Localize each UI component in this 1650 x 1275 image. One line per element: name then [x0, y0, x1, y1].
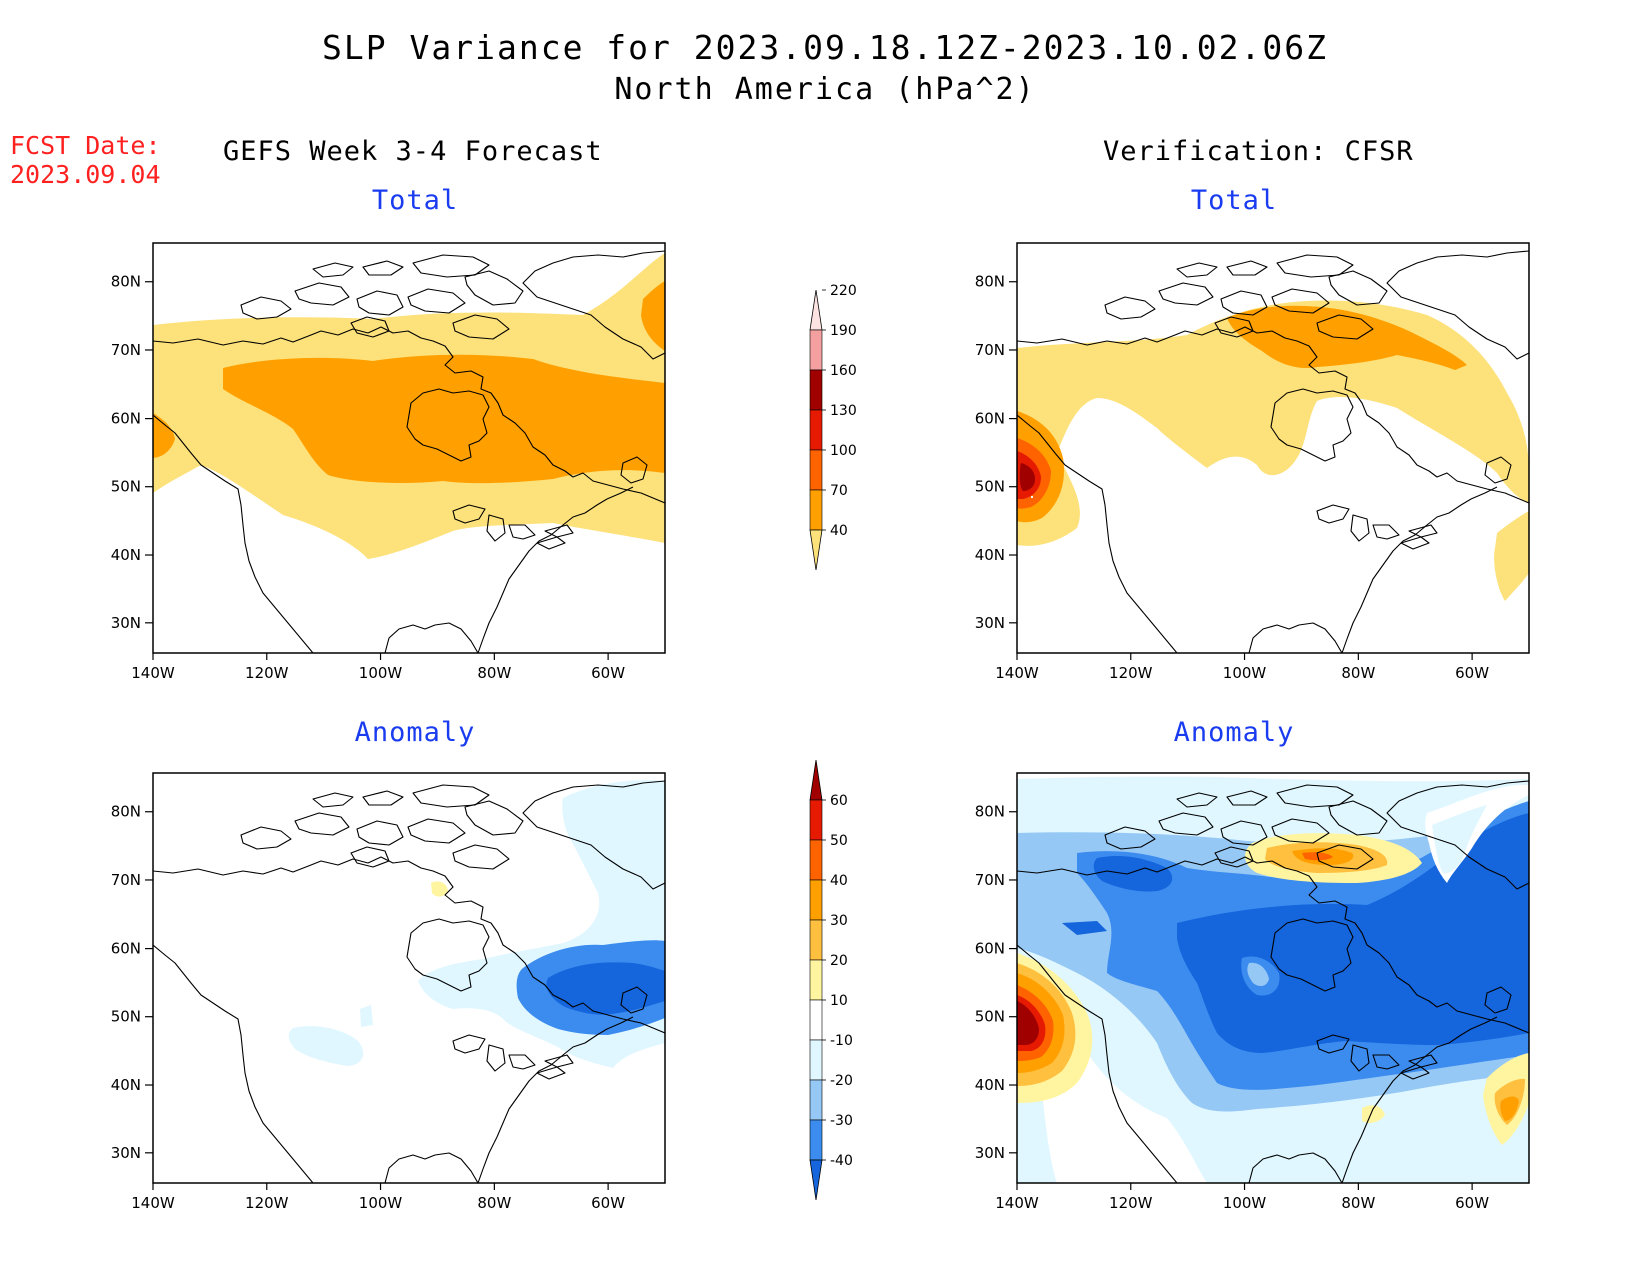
- panel-title-gefs-total: Total: [371, 185, 459, 216]
- colorbar-level-label: -40: [830, 1153, 853, 1169]
- colorbar-anomaly: -40 -30 -20 -10 10 20 30 40 50 60: [809, 759, 853, 1201]
- colorbar-level-label: -20: [830, 1073, 853, 1089]
- colorbar-level-label: -30: [830, 1113, 853, 1129]
- colorbar-swatch: [809, 879, 823, 921]
- lon-tick-label: 120W: [245, 1194, 289, 1212]
- panel-title-cfsr-total: Total: [1190, 185, 1278, 216]
- colorbar-swatch: [809, 369, 823, 411]
- colorbar-level-label: 10: [830, 993, 848, 1009]
- colorbar-swatch: [809, 449, 823, 491]
- lon-tick-label: 140W: [995, 664, 1039, 682]
- lon-tick-label: 60W: [1455, 1194, 1489, 1212]
- lat-tick-label: 70N: [975, 871, 1005, 889]
- lat-tick-label: 80N: [111, 803, 141, 821]
- lat-tick-label: 50N: [111, 1008, 141, 1026]
- colorbar-wedge-top: [809, 289, 823, 331]
- lat-tick-label: 30N: [111, 614, 141, 632]
- colorbar-level-label: 40: [830, 523, 848, 539]
- map-axis-ticks: 80N 70N 60N 50N 40N 30N 140W 120W 100W 80W 60W 80N 7…: [111, 273, 1490, 1212]
- lat-tick-label: 60N: [975, 410, 1005, 428]
- lat-tick-label: 60N: [111, 410, 141, 428]
- colorbar-level-label: 20: [830, 953, 848, 969]
- lon-tick-label: 100W: [359, 664, 403, 682]
- colorbar-swatch: [809, 1039, 823, 1081]
- column-title-cfsr: Verification: CFSR: [1103, 136, 1414, 167]
- figure-title: SLP Variance for 2023.09.18.12Z-2023.10.…: [322, 28, 1328, 67]
- map-panel-cfsr-anomaly: [1016, 772, 1530, 1184]
- lon-tick-label: 140W: [995, 1194, 1039, 1212]
- colorbar-swatch: [809, 489, 823, 531]
- lon-tick-label: 80W: [477, 1194, 511, 1212]
- lat-tick-label: 30N: [975, 614, 1005, 632]
- map-panel-gefs-anomaly: [152, 772, 666, 1184]
- colorbar-swatch: [809, 1119, 823, 1161]
- map-panel-gefs-total: [152, 242, 666, 654]
- colorbar-swatch: [809, 329, 823, 371]
- colorbar-level-label: 50: [830, 833, 848, 849]
- lat-tick-label: 30N: [111, 1144, 141, 1162]
- colorbar-level-label: 220: [830, 283, 857, 299]
- colorbar-level-label: -10: [830, 1033, 853, 1049]
- forecast-date-label: FCST Date:: [10, 131, 161, 160]
- lon-tick-label: 100W: [359, 1194, 403, 1212]
- colorbar-level-label: 160: [830, 363, 857, 379]
- colorbar-level-label: 40: [830, 873, 848, 889]
- lon-tick-label: 80W: [1341, 1194, 1375, 1212]
- figure-subtitle: North America (hPa^2): [614, 72, 1036, 107]
- lat-tick-label: 60N: [975, 940, 1005, 958]
- colorbar-level-label: 100: [830, 443, 857, 459]
- lon-tick-label: 120W: [1109, 664, 1153, 682]
- lon-tick-label: 60W: [591, 664, 625, 682]
- colorbar-swatch: [809, 799, 823, 841]
- lat-tick-label: 30N: [975, 1144, 1005, 1162]
- map-panel-cfsr-total: [1016, 242, 1530, 654]
- lat-tick-label: 70N: [975, 341, 1005, 359]
- forecast-date-value: 2023.09.04: [10, 160, 161, 189]
- lat-tick-label: 50N: [975, 1008, 1005, 1026]
- lon-tick-label: 80W: [477, 664, 511, 682]
- lat-tick-label: 70N: [111, 871, 141, 889]
- lat-tick-label: 80N: [111, 273, 141, 291]
- lat-tick-label: 70N: [111, 341, 141, 359]
- lon-tick-label: 80W: [1341, 664, 1375, 682]
- colorbar-wedge-top: [809, 759, 823, 801]
- lon-tick-label: 140W: [131, 664, 175, 682]
- colorbar-level-label: 60: [830, 793, 848, 809]
- lon-tick-label: 100W: [1223, 1194, 1267, 1212]
- colorbar-swatch: [809, 1079, 823, 1121]
- panel-title-cfsr-anomaly: Anomaly: [1173, 717, 1295, 748]
- colorbar-swatch: [809, 409, 823, 451]
- colorbar-wedge-bottom: [809, 1159, 823, 1201]
- lat-tick-label: 50N: [111, 478, 141, 496]
- lat-tick-label: 60N: [111, 940, 141, 958]
- colorbar-level-label: 190: [830, 323, 857, 339]
- colorbar-level-label: 130: [830, 403, 857, 419]
- lon-tick-label: 140W: [131, 1194, 175, 1212]
- lat-tick-label: 50N: [975, 478, 1005, 496]
- lon-tick-label: 120W: [1109, 1194, 1153, 1212]
- lat-tick-label: 80N: [975, 273, 1005, 291]
- lon-tick-label: 60W: [591, 1194, 625, 1212]
- colorbar-total: 40 70 100 130 160 190 220: [809, 283, 857, 571]
- column-title-gefs: GEFS Week 3-4 Forecast: [223, 136, 603, 167]
- lat-tick-label: 40N: [111, 1076, 141, 1094]
- lat-tick-label: 80N: [975, 803, 1005, 821]
- colorbar-swatch: [809, 919, 823, 961]
- colorbar-swatch: [809, 999, 823, 1041]
- lat-tick-label: 40N: [111, 546, 141, 564]
- colorbar-swatch: [809, 839, 823, 881]
- colorbar-level-label: 70: [830, 483, 848, 499]
- lon-tick-label: 120W: [245, 664, 289, 682]
- lon-tick-label: 60W: [1455, 664, 1489, 682]
- colorbar-level-label: 30: [830, 913, 848, 929]
- colorbar-swatch: [809, 959, 823, 1001]
- lon-tick-label: 100W: [1223, 664, 1267, 682]
- lat-tick-label: 40N: [975, 1076, 1005, 1094]
- lat-tick-label: 40N: [975, 546, 1005, 564]
- colorbar-wedge-bottom: [809, 529, 823, 571]
- panel-title-gefs-anomaly: Anomaly: [354, 717, 476, 748]
